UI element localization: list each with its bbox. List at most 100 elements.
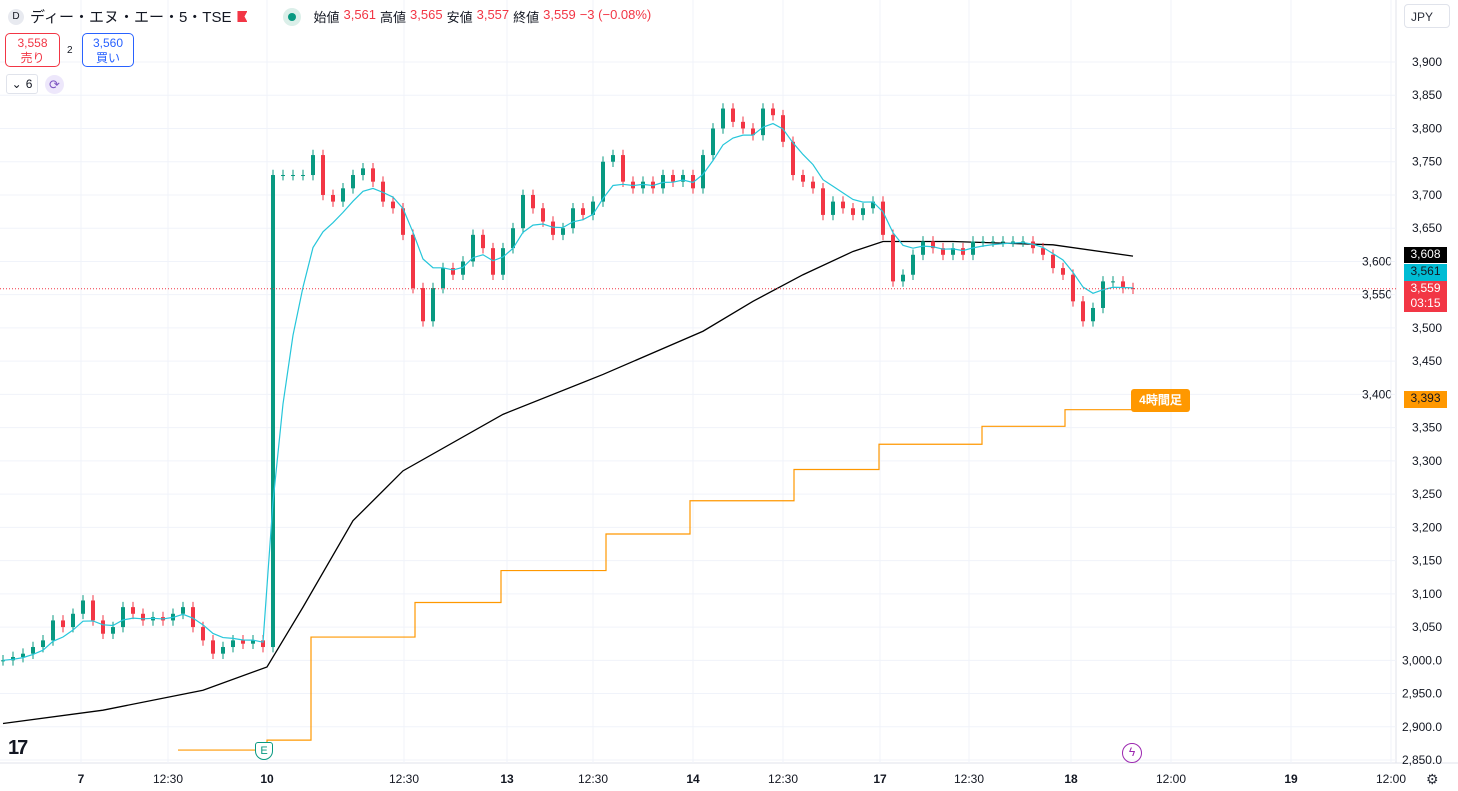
candle bbox=[301, 175, 305, 177]
candle bbox=[1051, 254, 1055, 269]
candle bbox=[211, 640, 215, 654]
y-tick-label: 3,400 bbox=[1362, 387, 1392, 401]
candle bbox=[741, 121, 745, 129]
sell-price: 3,558 bbox=[17, 36, 48, 50]
candle bbox=[921, 241, 925, 255]
candle bbox=[571, 208, 575, 229]
candle bbox=[901, 274, 905, 282]
last-price: 3,559 bbox=[1410, 281, 1441, 295]
flag-icon[interactable] bbox=[237, 11, 248, 22]
candle bbox=[281, 175, 285, 177]
tradingview-logo[interactable]: 17 bbox=[8, 737, 28, 759]
ohlc-values: 始値 3,561 高値 3,565 安値 3,557 終値 3,559 −3 (−0.0… bbox=[313, 7, 651, 26]
x-tick-label: 19 bbox=[1284, 772, 1298, 786]
settings-icon[interactable]: ⚙ bbox=[1426, 771, 1439, 787]
candle bbox=[481, 234, 485, 249]
candle bbox=[41, 640, 45, 648]
candle bbox=[581, 208, 585, 215]
candle bbox=[91, 600, 95, 621]
candle bbox=[411, 234, 415, 289]
open-value: 3,561 bbox=[343, 7, 377, 22]
y-tick-label: 3,700 bbox=[1412, 188, 1442, 202]
candle bbox=[701, 155, 705, 189]
low-value: 3,557 bbox=[476, 7, 510, 22]
candle bbox=[271, 175, 275, 648]
candle bbox=[751, 128, 755, 136]
currency-select[interactable]: JPY bbox=[1404, 4, 1450, 28]
x-tick-label: 7 bbox=[78, 772, 85, 786]
candle bbox=[601, 161, 605, 202]
y-tick-label: 3,150 bbox=[1412, 554, 1442, 568]
candle bbox=[241, 640, 245, 644]
candle bbox=[261, 640, 265, 648]
candle bbox=[791, 141, 795, 176]
y-tick-label: 3,750 bbox=[1412, 155, 1442, 169]
earnings-icon[interactable]: E bbox=[255, 742, 273, 760]
candle bbox=[891, 234, 895, 282]
low-label: 安値 bbox=[446, 10, 473, 25]
close-label: 終値 bbox=[513, 10, 540, 25]
ma-short-price-tag: 3,561 bbox=[1404, 264, 1447, 281]
candle bbox=[661, 175, 665, 189]
candle bbox=[121, 607, 125, 628]
candle bbox=[531, 194, 535, 209]
candle bbox=[731, 108, 735, 122]
candle bbox=[51, 620, 55, 641]
x-tick-label: 18 bbox=[1064, 772, 1078, 786]
candle bbox=[351, 175, 355, 189]
candle bbox=[131, 607, 135, 614]
sync-icon[interactable]: ⟳ bbox=[45, 75, 64, 94]
candle bbox=[591, 201, 595, 215]
candle bbox=[641, 181, 645, 189]
sell-button[interactable]: 3,558 売り bbox=[5, 33, 60, 67]
candle bbox=[1071, 274, 1075, 302]
candle bbox=[201, 627, 205, 641]
symbol-logo-icon: D bbox=[8, 8, 24, 25]
candle bbox=[471, 234, 475, 262]
y-tick-label: 3,800 bbox=[1412, 121, 1442, 135]
candle bbox=[21, 653, 25, 657]
step-line-label[interactable]: 4時間足 bbox=[1131, 389, 1190, 412]
change-value: −3 (−0.08%) bbox=[579, 7, 652, 22]
candle bbox=[501, 248, 505, 275]
candle bbox=[541, 208, 545, 222]
candle bbox=[251, 640, 255, 644]
y-tick-label: 2,950.0 bbox=[1402, 687, 1442, 701]
candle bbox=[431, 288, 435, 322]
x-tick-label: 12:30 bbox=[768, 772, 798, 786]
candle bbox=[951, 248, 955, 255]
candle bbox=[941, 248, 945, 255]
ma-long-line bbox=[2, 240, 1134, 725]
y-tick-label: 3,250 bbox=[1412, 487, 1442, 501]
sell-label: 売り bbox=[20, 51, 45, 65]
candle bbox=[191, 607, 195, 628]
candle bbox=[681, 175, 685, 182]
candle bbox=[291, 175, 295, 177]
candle bbox=[491, 248, 495, 275]
symbol-title[interactable]: ディー・エヌ・エー・5・TSE bbox=[30, 9, 232, 26]
candle bbox=[771, 108, 775, 116]
x-tick-label: 13 bbox=[500, 772, 514, 786]
currency-label: JPY bbox=[1411, 10, 1434, 24]
indicators-toggle[interactable]: ⌄ 6 bbox=[6, 74, 38, 94]
candle bbox=[461, 261, 465, 275]
candle bbox=[1101, 281, 1105, 308]
candle bbox=[321, 155, 325, 195]
legend-header: D ディー・エヌ・エー・5・TSE 始値 3,561 高値 3,565 安値 3,55… bbox=[8, 6, 651, 27]
x-tick-label: 10 bbox=[260, 772, 274, 786]
candle bbox=[331, 194, 335, 202]
high-value: 3,565 bbox=[410, 7, 443, 22]
candle bbox=[611, 155, 615, 162]
lightning-icon[interactable]: ϟ bbox=[1122, 743, 1142, 763]
y-tick-label: 3,050 bbox=[1412, 620, 1442, 634]
candle bbox=[371, 168, 375, 182]
candle bbox=[671, 175, 675, 182]
candle bbox=[511, 228, 515, 249]
high-label: 高値 bbox=[380, 10, 407, 25]
candle bbox=[811, 181, 815, 189]
candle bbox=[991, 241, 995, 243]
candle bbox=[1001, 241, 1005, 243]
indicator-count: 6 bbox=[25, 77, 33, 91]
buy-button[interactable]: 3,560 買い bbox=[82, 33, 134, 67]
